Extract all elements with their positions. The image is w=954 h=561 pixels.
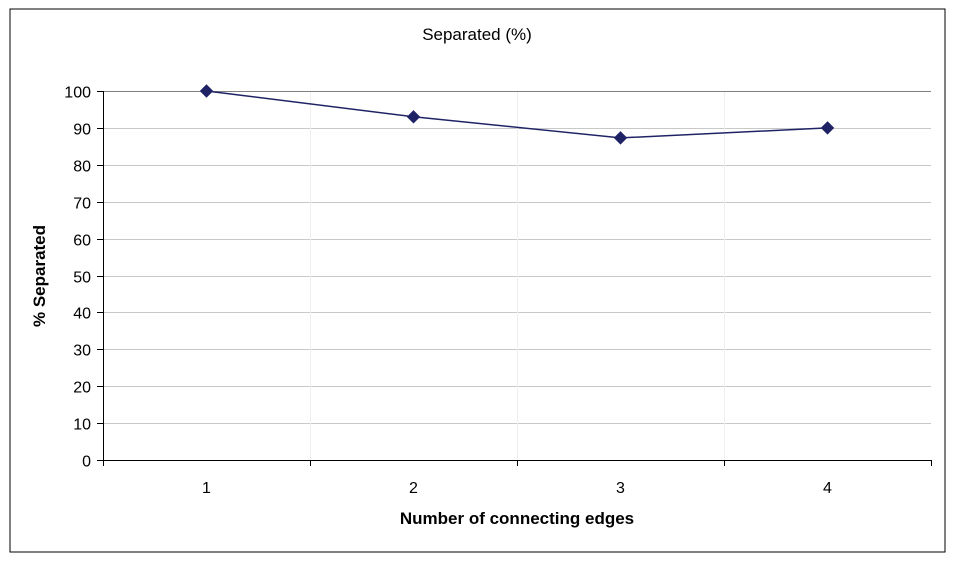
- series: [199, 84, 835, 145]
- y-tick-label: 80: [73, 159, 91, 176]
- x-tick-label: 2: [409, 480, 418, 497]
- y-tick-label: 60: [73, 233, 91, 250]
- y-tick-label: 100: [64, 85, 91, 102]
- data-point-marker: [613, 131, 628, 145]
- y-tick-labels: 0 10 20 30 40 50 60 70 80 90 100: [64, 85, 91, 471]
- x-tick-labels: 1 2 3 4: [202, 480, 832, 497]
- chart-title: Separated (%): [422, 25, 532, 44]
- y-tick-label: 70: [73, 196, 91, 213]
- series-line: [206, 90, 828, 139]
- y-tick-label: 20: [73, 380, 91, 397]
- y-axis-title: % Separated: [30, 225, 49, 327]
- x-tick-label: 1: [202, 480, 211, 497]
- data-point-marker: [199, 84, 214, 98]
- chart-frame: [9, 8, 946, 553]
- y-tick-label: 0: [82, 454, 91, 471]
- y-tick-label: 30: [73, 343, 91, 360]
- y-tick-label: 40: [73, 306, 91, 323]
- y-tick-label: 50: [73, 270, 91, 287]
- x-axis-title: Number of connecting edges: [400, 509, 634, 528]
- data-point-marker: [406, 110, 421, 124]
- axes: [97, 91, 932, 466]
- y-tick-label: 90: [73, 122, 91, 139]
- y-tick-label: 10: [73, 417, 91, 434]
- data-point-marker: [820, 121, 835, 135]
- x-tick-label: 4: [823, 480, 832, 497]
- x-tick-label: 3: [616, 480, 625, 497]
